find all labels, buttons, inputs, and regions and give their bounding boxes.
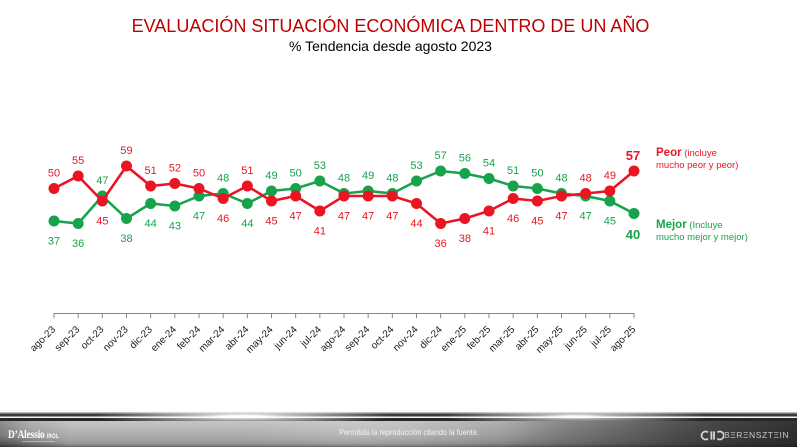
svg-text:mar-24: mar-24 bbox=[197, 324, 227, 354]
svg-text:51: 51 bbox=[145, 165, 157, 177]
svg-text:47: 47 bbox=[193, 210, 205, 222]
svg-text:38: 38 bbox=[120, 233, 132, 245]
svg-text:47: 47 bbox=[96, 175, 108, 187]
svg-text:47: 47 bbox=[555, 210, 567, 222]
svg-text:48: 48 bbox=[386, 173, 398, 185]
svg-text:may-25: may-25 bbox=[534, 324, 566, 356]
svg-text:43: 43 bbox=[169, 220, 181, 232]
svg-text:ago-25: ago-25 bbox=[608, 324, 638, 354]
svg-text:54: 54 bbox=[483, 158, 495, 170]
svg-text:45: 45 bbox=[604, 215, 616, 227]
svg-text:52: 52 bbox=[169, 163, 181, 175]
svg-text:48: 48 bbox=[217, 173, 229, 185]
svg-text:50: 50 bbox=[193, 168, 205, 180]
svg-text:48: 48 bbox=[338, 173, 350, 185]
svg-text:45: 45 bbox=[531, 215, 543, 227]
svg-text:40: 40 bbox=[626, 227, 640, 242]
svg-text:56: 56 bbox=[459, 153, 471, 165]
svg-text:50: 50 bbox=[531, 168, 543, 180]
svg-text:47: 47 bbox=[362, 210, 374, 222]
svg-text:49: 49 bbox=[265, 170, 277, 182]
svg-text:46: 46 bbox=[507, 213, 519, 225]
svg-text:47: 47 bbox=[386, 210, 398, 222]
svg-text:jun-25: jun-25 bbox=[562, 324, 590, 352]
svg-text:45: 45 bbox=[96, 215, 108, 227]
svg-text:44: 44 bbox=[410, 218, 422, 230]
svg-text:ene-25: ene-25 bbox=[439, 324, 469, 354]
svg-text:sep-23: sep-23 bbox=[53, 324, 83, 354]
svg-text:ago-24: ago-24 bbox=[318, 324, 348, 354]
svg-text:55: 55 bbox=[72, 155, 84, 167]
svg-text:41: 41 bbox=[483, 225, 495, 237]
svg-text:44: 44 bbox=[241, 218, 253, 230]
svg-text:36: 36 bbox=[435, 238, 447, 250]
svg-text:sep-24: sep-24 bbox=[343, 324, 373, 354]
svg-text:nov-23: nov-23 bbox=[101, 324, 131, 354]
svg-text:47: 47 bbox=[338, 210, 350, 222]
svg-text:41: 41 bbox=[314, 225, 326, 237]
svg-text:48: 48 bbox=[580, 173, 592, 185]
svg-text:47: 47 bbox=[290, 210, 302, 222]
svg-text:38: 38 bbox=[459, 233, 471, 245]
svg-text:jun-24: jun-24 bbox=[272, 324, 300, 352]
svg-text:48: 48 bbox=[555, 173, 567, 185]
svg-text:may-24: may-24 bbox=[244, 324, 276, 356]
svg-text:57: 57 bbox=[626, 148, 640, 163]
svg-text:51: 51 bbox=[241, 165, 253, 177]
svg-text:57: 57 bbox=[435, 150, 447, 162]
svg-text:59: 59 bbox=[120, 145, 132, 157]
svg-text:mar-25: mar-25 bbox=[487, 324, 517, 354]
svg-text:36: 36 bbox=[72, 238, 84, 250]
svg-text:53: 53 bbox=[410, 160, 422, 172]
svg-text:ene-24: ene-24 bbox=[149, 324, 179, 354]
svg-text:ago-23: ago-23 bbox=[28, 324, 58, 354]
svg-text:37: 37 bbox=[48, 235, 60, 247]
svg-text:53: 53 bbox=[314, 160, 326, 172]
svg-text:51: 51 bbox=[507, 165, 519, 177]
svg-text:46: 46 bbox=[217, 213, 229, 225]
svg-text:49: 49 bbox=[604, 170, 616, 182]
svg-text:50: 50 bbox=[48, 168, 60, 180]
svg-text:50: 50 bbox=[290, 168, 302, 180]
svg-text:nov-24: nov-24 bbox=[391, 324, 421, 354]
svg-text:49: 49 bbox=[362, 170, 374, 182]
svg-text:47: 47 bbox=[580, 210, 592, 222]
svg-text:44: 44 bbox=[145, 218, 157, 230]
svg-text:45: 45 bbox=[265, 215, 277, 227]
